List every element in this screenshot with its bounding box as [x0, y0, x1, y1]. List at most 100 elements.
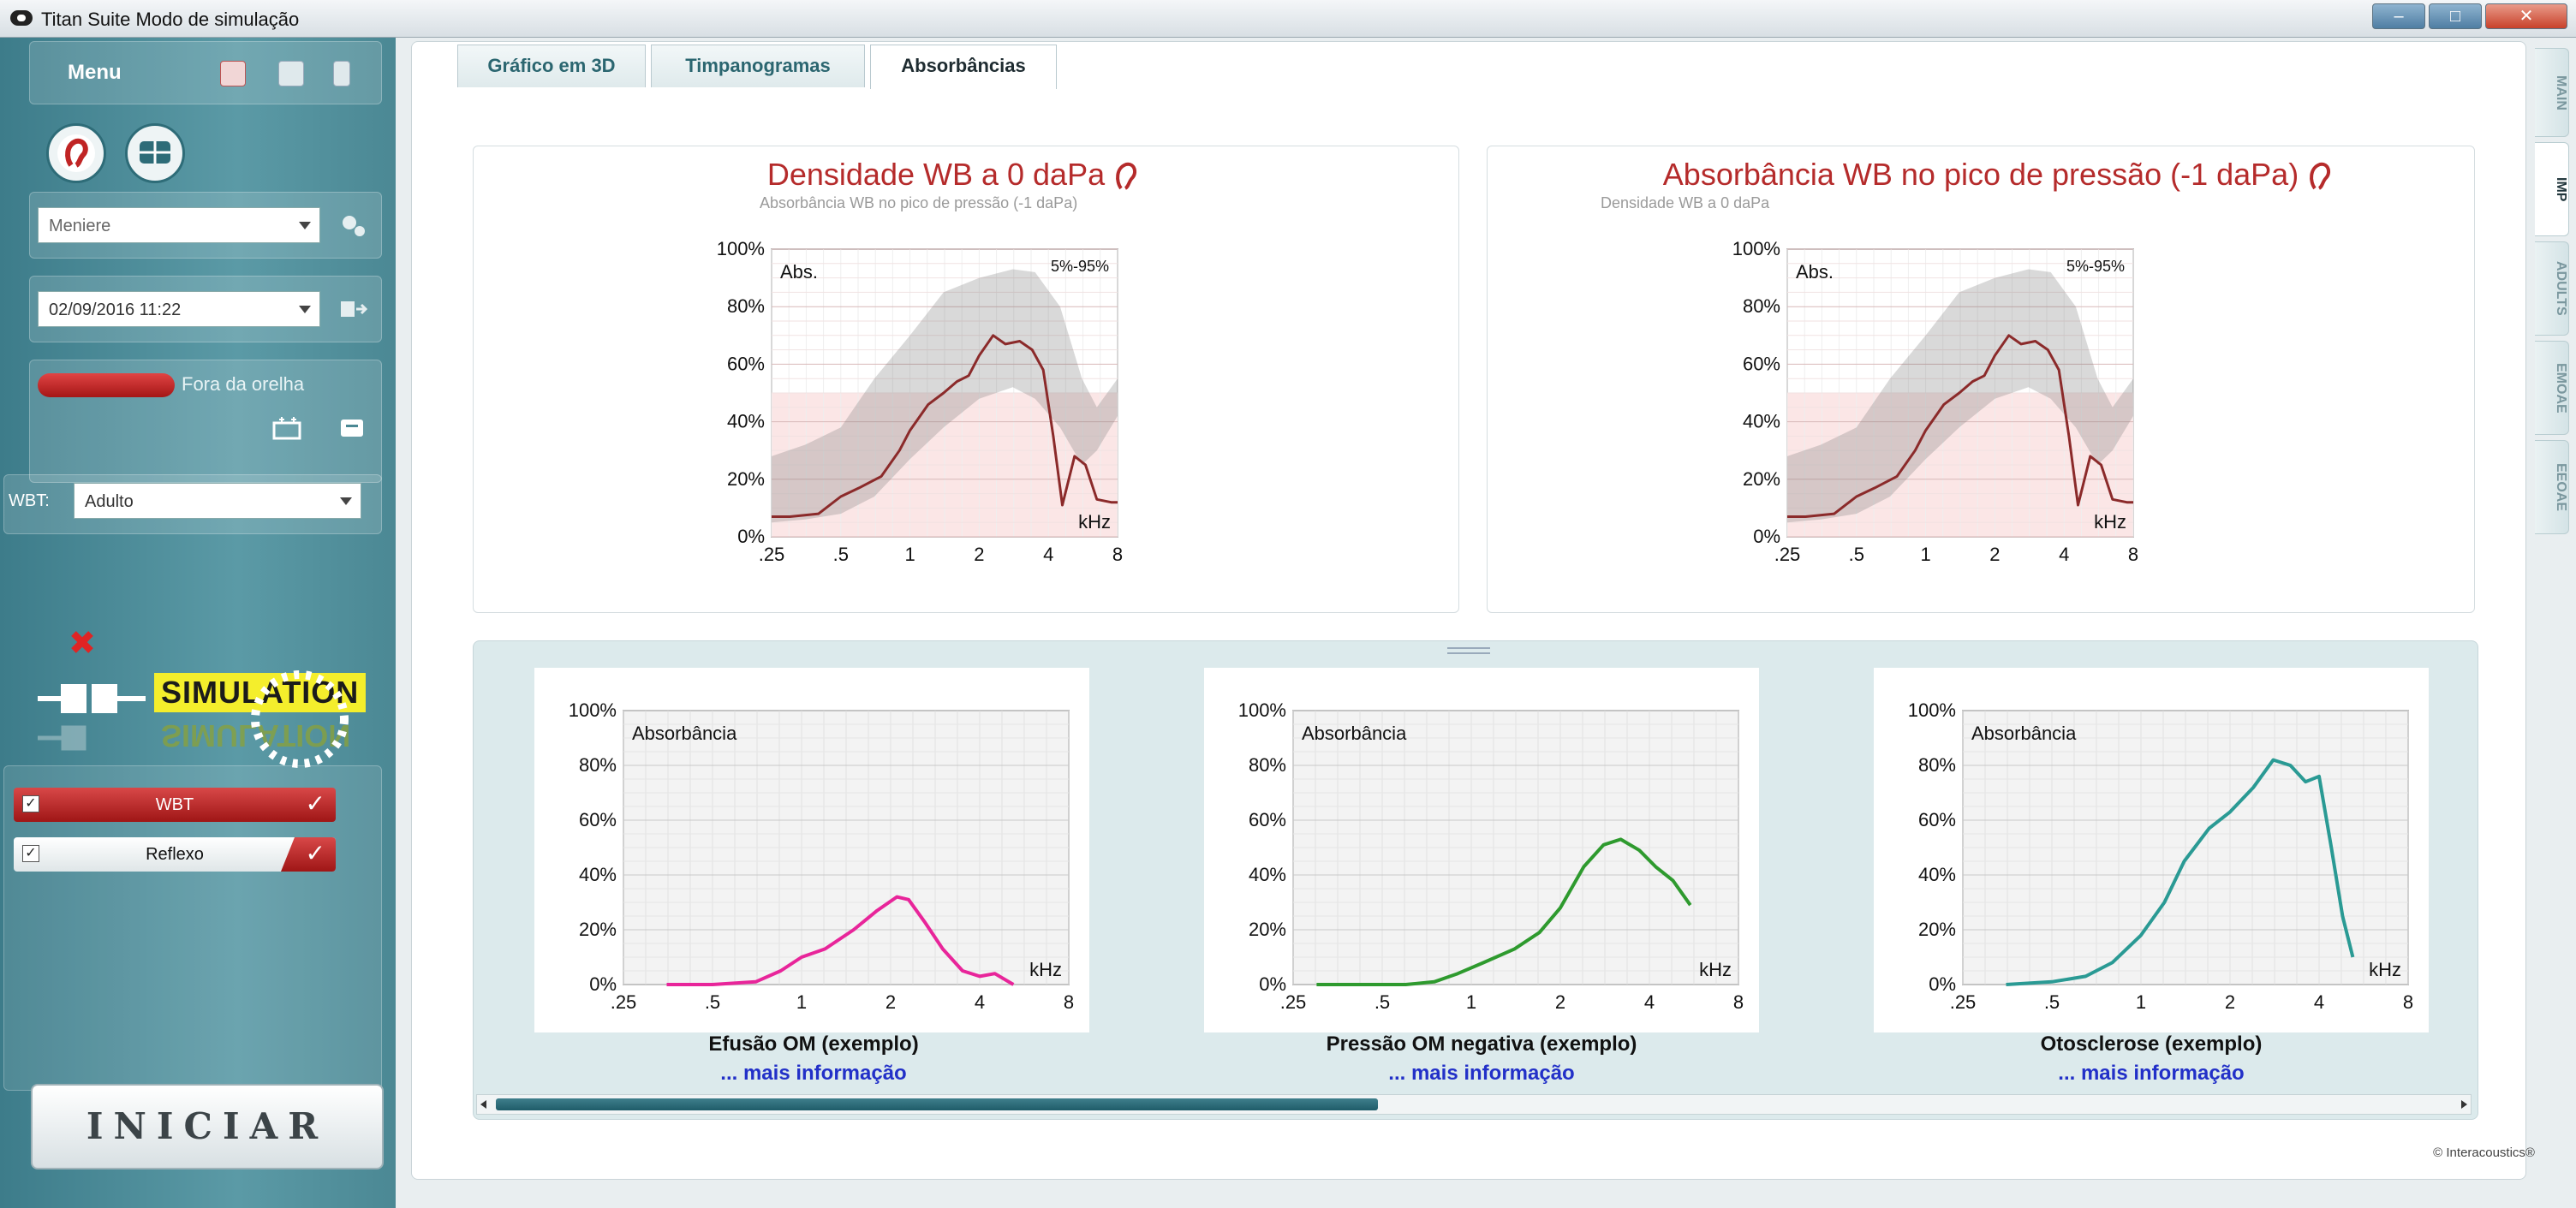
- y-tick-label: 60%: [579, 809, 617, 830]
- y-tick-label: 40%: [579, 864, 617, 885]
- example-card-effusion[interactable]: 0% 20% 40% 60% 80% 100% .25 .5 1 2 4 8 Absorbância kH…: [534, 668, 1089, 1032]
- chart-title: Densidade WB a 0 daPa: [448, 157, 1458, 193]
- x-tick-label: .5: [833, 544, 849, 565]
- comment-icon[interactable]: [337, 416, 368, 442]
- percentile-band: [1787, 269, 2133, 523]
- series-line: [2006, 758, 2355, 986]
- tab-absorbances[interactable]: Absorbâncias: [870, 45, 1057, 89]
- maximize-button[interactable]: □: [2429, 3, 2482, 29]
- more-info-link[interactable]: ... mais informação: [720, 1062, 907, 1085]
- close-button[interactable]: ✕: [2485, 3, 2567, 29]
- y-tick-label: 0%: [1929, 973, 1956, 995]
- protocol-reflexo[interactable]: ✓ Reflexo ✓: [14, 837, 336, 872]
- x-tick-label: 4: [2314, 991, 2324, 1013]
- tab-tympanograms[interactable]: Timpanogramas: [651, 45, 865, 87]
- chevron-down-icon: [299, 222, 311, 229]
- y-axis-label: Absorbância: [1302, 723, 1407, 744]
- x-tick-label: .25: [1280, 991, 1307, 1013]
- x-tick-label: 8: [2128, 544, 2138, 565]
- tab-3d-graph[interactable]: Gráfico em 3D: [457, 45, 646, 87]
- more-info-link[interactable]: ... mais informação: [2058, 1062, 2245, 1085]
- protocol-wbt-label: WBT: [155, 795, 194, 814]
- print-icon[interactable]: [220, 61, 246, 86]
- save-icon[interactable]: [278, 61, 304, 86]
- x-tick-label: 8: [1064, 991, 1074, 1013]
- x-tick-label: 4: [2059, 544, 2069, 565]
- start-button[interactable]: INICIAR: [31, 1084, 384, 1169]
- side-tab-imp[interactable]: IMP: [2535, 142, 2569, 236]
- window-title: Titan Suite Modo de simulação: [41, 9, 300, 30]
- checkmark-icon: ✓: [305, 840, 325, 866]
- add-note-icon[interactable]: [272, 414, 303, 440]
- app-icon: [10, 10, 33, 26]
- y-tick-label: 20%: [1918, 919, 1956, 940]
- protocol-reflexo-checkbox[interactable]: ✓: [22, 845, 39, 862]
- example-chart-negative-pressure: 0% 20% 40% 60% 80% 100% .25 .5 1 2 4 8 Absorbância kH…: [1238, 699, 1744, 1013]
- series-line: [1787, 334, 2133, 518]
- y-tick-label: 100%: [717, 238, 765, 259]
- session-select[interactable]: 02/09/2016 11:22: [38, 291, 320, 327]
- y-tick-label: 80%: [1743, 295, 1780, 317]
- x-tick-label: .25: [1774, 544, 1801, 565]
- x-axis-unit-label: kHz: [1078, 511, 1111, 533]
- chart-card-density: Densidade WB a 0 daPa Absorbância WB no …: [473, 146, 1459, 613]
- y-tick-label: 60%: [727, 353, 765, 374]
- x-tick-label: 1: [904, 544, 915, 565]
- side-tab-adults[interactable]: ADULTS: [2535, 241, 2569, 336]
- splitter-handle[interactable]: [1447, 647, 1490, 654]
- patient-select-value: Meniere: [49, 217, 111, 235]
- ear-select-icon[interactable]: [46, 123, 106, 183]
- x-tick-label: .25: [1950, 991, 1977, 1013]
- example-card-negative-pressure[interactable]: 0% 20% 40% 60% 80% 100% .25 .5 1 2 4 8 Absorbância kH…: [1204, 668, 1759, 1032]
- y-tick-label: 60%: [1249, 809, 1286, 830]
- y-tick-label: 40%: [727, 411, 765, 432]
- y-tick-label: 20%: [1743, 468, 1780, 490]
- protocol-wbt[interactable]: ✓ WBT ✓: [14, 788, 336, 822]
- y-tick-label: 100%: [1238, 699, 1286, 721]
- example-card-otosclerosis[interactable]: 0% 20% 40% 60% 80% 100% .25 .5 1 2 4 8 Absorbância kH…: [1874, 668, 2429, 1032]
- y-tick-label: 60%: [1743, 353, 1780, 374]
- horizontal-scrollbar[interactable]: [476, 1094, 2472, 1115]
- x-tick-label: 2: [974, 544, 984, 565]
- x-tick-label: 1: [2136, 991, 2146, 1013]
- more-info-link[interactable]: ... mais informação: [1388, 1062, 1575, 1085]
- y-tick-label: 0%: [589, 973, 617, 995]
- series-line: [666, 895, 1015, 986]
- session-history-icon[interactable]: [337, 296, 368, 322]
- ear-icon: [2310, 163, 2331, 191]
- x-tick-label: .25: [759, 544, 785, 565]
- side-tab-eeoae[interactable]: EEOAE: [2535, 440, 2569, 534]
- chart-title: Absorbância WB no pico de pressão (-1 da…: [1522, 157, 2474, 193]
- y-tick-label: 20%: [1249, 919, 1286, 940]
- example-caption: Pressão OM negativa (exemplo): [1326, 1032, 1637, 1056]
- probe-status-label: Fora da orelha: [182, 373, 305, 395]
- patient-select[interactable]: Meniere: [38, 207, 320, 243]
- x-tick-label: 4: [975, 991, 985, 1013]
- chevron-down-icon: [340, 497, 352, 505]
- wbt-norm-select[interactable]: Adulto: [74, 483, 361, 519]
- binaural-view-icon[interactable]: [125, 123, 185, 183]
- example-caption: Otosclerose (exemplo): [2040, 1032, 2263, 1056]
- menu-label[interactable]: Menu: [68, 61, 122, 84]
- side-tab-emoae[interactable]: EMOAE: [2535, 341, 2569, 435]
- scrollbar-thumb[interactable]: [496, 1098, 1378, 1110]
- x-tick-label: 2: [2225, 991, 2235, 1013]
- example-chart-effusion: 0% 20% 40% 60% 80% 100% .25 .5 1 2 4 8 Absorbância kH…: [569, 699, 1074, 1013]
- y-tick-label: 60%: [1918, 809, 1956, 830]
- scroll-left-icon[interactable]: [480, 1100, 486, 1109]
- y-axis-label: Abs.: [780, 261, 818, 283]
- side-tab-main[interactable]: MAIN: [2535, 48, 2569, 137]
- chart-card-absorbance: Absorbância WB no pico de pressão (-1 da…: [1487, 146, 2475, 613]
- patient-settings-icon[interactable]: [337, 212, 368, 238]
- scroll-right-icon[interactable]: [2461, 1100, 2467, 1109]
- chart-subtitle: Absorbância WB no pico de pressão (-1 da…: [760, 194, 1078, 211]
- loading-spinner-icon: [251, 670, 349, 768]
- series-line: [1316, 837, 1692, 986]
- exit-door-icon[interactable]: [333, 61, 350, 86]
- y-tick-label: 0%: [1753, 526, 1780, 547]
- checkmark-icon: ✓: [305, 790, 325, 817]
- x-tick-label: 8: [1112, 544, 1123, 565]
- sidebar: Menu Meniere 02/09/2016 11:22 Fora da or…: [0, 38, 396, 1208]
- protocol-wbt-checkbox[interactable]: ✓: [22, 795, 39, 812]
- minimize-button[interactable]: –: [2372, 3, 2425, 29]
